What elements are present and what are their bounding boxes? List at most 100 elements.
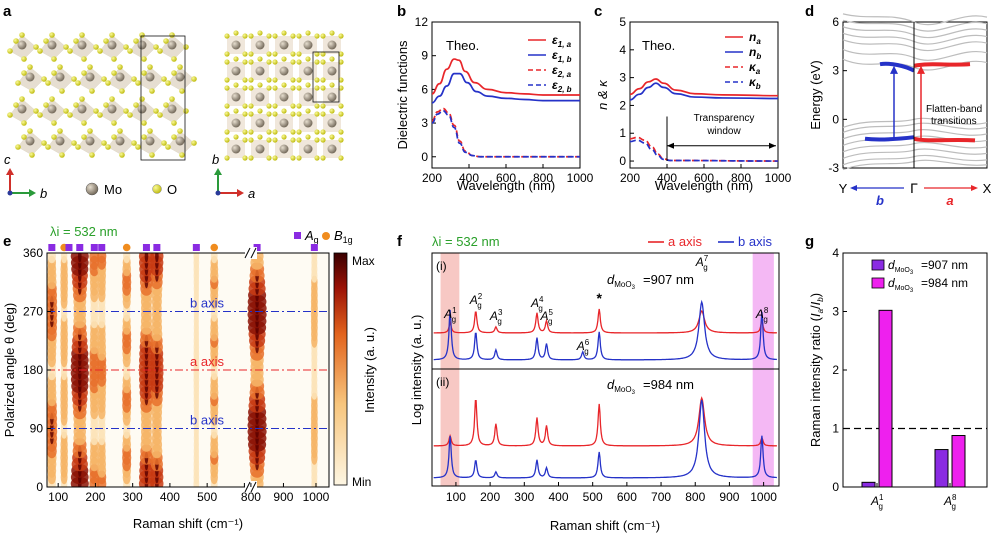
o-atom — [141, 120, 147, 126]
o-atom — [320, 103, 326, 109]
legend-entry: ε2, a — [552, 63, 572, 79]
o-atom — [290, 51, 296, 57]
o-atom — [224, 155, 230, 161]
category-label: A8 g — [943, 493, 957, 511]
o-atom — [105, 80, 111, 86]
flatten-band-label: Flatten-band — [926, 104, 982, 115]
legend-swatch — [871, 277, 885, 289]
axis-line-label: a axis — [190, 354, 224, 369]
axis-b2-label: b — [212, 152, 219, 167]
x-tick-label: 400 — [459, 171, 479, 185]
mo-atom — [115, 72, 125, 82]
o-atom — [119, 88, 125, 94]
dir-a-label: a — [946, 193, 953, 208]
ag-marker — [90, 244, 98, 251]
o-atom — [266, 129, 272, 135]
series-line — [629, 82, 779, 101]
o-atom — [123, 44, 129, 50]
o-atom — [57, 128, 63, 134]
o-atom — [272, 77, 278, 83]
x-tick-label: 800 — [731, 171, 751, 185]
mo-atom — [231, 144, 241, 154]
label-y-point: Y — [839, 181, 848, 196]
o-atom — [224, 51, 230, 57]
o-atom — [248, 33, 254, 39]
o-atom — [171, 134, 177, 140]
o-atom — [272, 33, 278, 39]
o-atom — [242, 59, 248, 65]
o-atom — [257, 134, 263, 140]
o-atom — [314, 77, 320, 83]
x-tick-label: 1000 — [303, 490, 330, 504]
ag-square-icon — [294, 232, 301, 239]
mo-atom — [231, 92, 241, 102]
o-atom — [81, 134, 87, 140]
sub-i-label: (i) — [436, 259, 447, 273]
colorbar-max: Max — [352, 254, 375, 268]
o-atom — [49, 96, 55, 102]
o-atom — [314, 103, 320, 109]
o-atom — [59, 88, 65, 94]
heatmap-laser-label: λi = 532 nm — [50, 224, 118, 239]
legend-sub2: 3 — [910, 270, 914, 276]
o-atom — [139, 32, 145, 38]
o-atom — [71, 76, 77, 82]
x-tick-label: 200 — [480, 490, 500, 504]
colorbar-label: Intensity (a. u.) — [362, 327, 377, 413]
category-sup: 8 — [952, 493, 957, 502]
peak-sub: g — [584, 347, 588, 356]
legend-d: dMoO3 — [888, 258, 914, 276]
y-tick-label: 4 — [619, 43, 626, 57]
series-line — [431, 107, 580, 158]
x-tick-label: 300 — [514, 490, 534, 504]
heat-core — [144, 253, 149, 263]
o-atom — [224, 137, 230, 143]
y-tick-label: 0 — [832, 480, 839, 494]
series-line — [629, 78, 779, 97]
o-atom — [165, 80, 171, 86]
chart-g-bars — [861, 309, 966, 488]
spectrum-a-i — [433, 308, 778, 334]
o-atom — [73, 102, 79, 108]
mo-atom — [55, 136, 65, 146]
o-atom — [248, 111, 254, 117]
legend-sub2: 3 — [910, 288, 914, 294]
o-atom — [242, 77, 248, 83]
y-tick-label: 4 — [832, 246, 839, 260]
o-atom — [21, 70, 27, 76]
panel-d-label: d — [805, 3, 814, 20]
o-atom — [157, 48, 163, 54]
o-atom — [257, 82, 263, 88]
conduction-band — [842, 49, 988, 61]
o-atom — [117, 64, 123, 70]
mo-atom — [303, 92, 313, 102]
o-atom — [290, 111, 296, 117]
b1g-marker — [210, 243, 219, 252]
o-atom — [314, 85, 320, 91]
o-atom — [257, 108, 263, 114]
o-atom — [119, 152, 125, 158]
o-atom — [45, 144, 51, 150]
o-atom — [290, 137, 296, 143]
o-atom — [338, 33, 344, 39]
bar — [951, 435, 966, 488]
legend-entry: ε1, b — [552, 48, 572, 64]
o-atom — [75, 80, 81, 86]
legend-entry: na — [749, 30, 761, 46]
o-atom — [191, 76, 197, 82]
chart-b-series — [431, 58, 580, 158]
mo-atom — [255, 40, 265, 50]
legend-entry: ε1, a — [552, 33, 572, 49]
ag-marker — [98, 244, 106, 251]
heat-cell — [193, 253, 200, 264]
y-tick-label: -3 — [828, 161, 839, 175]
o-atom — [257, 56, 263, 62]
o-atom — [329, 134, 335, 140]
b-arrowhead — [890, 65, 898, 74]
legend-sub: MoO — [895, 267, 911, 274]
mo-atom — [303, 118, 313, 128]
o-atom — [248, 103, 254, 109]
chart-b-ylabel: Dielectric functions — [395, 40, 410, 150]
o-atom — [51, 70, 57, 76]
o-atom — [320, 59, 326, 65]
